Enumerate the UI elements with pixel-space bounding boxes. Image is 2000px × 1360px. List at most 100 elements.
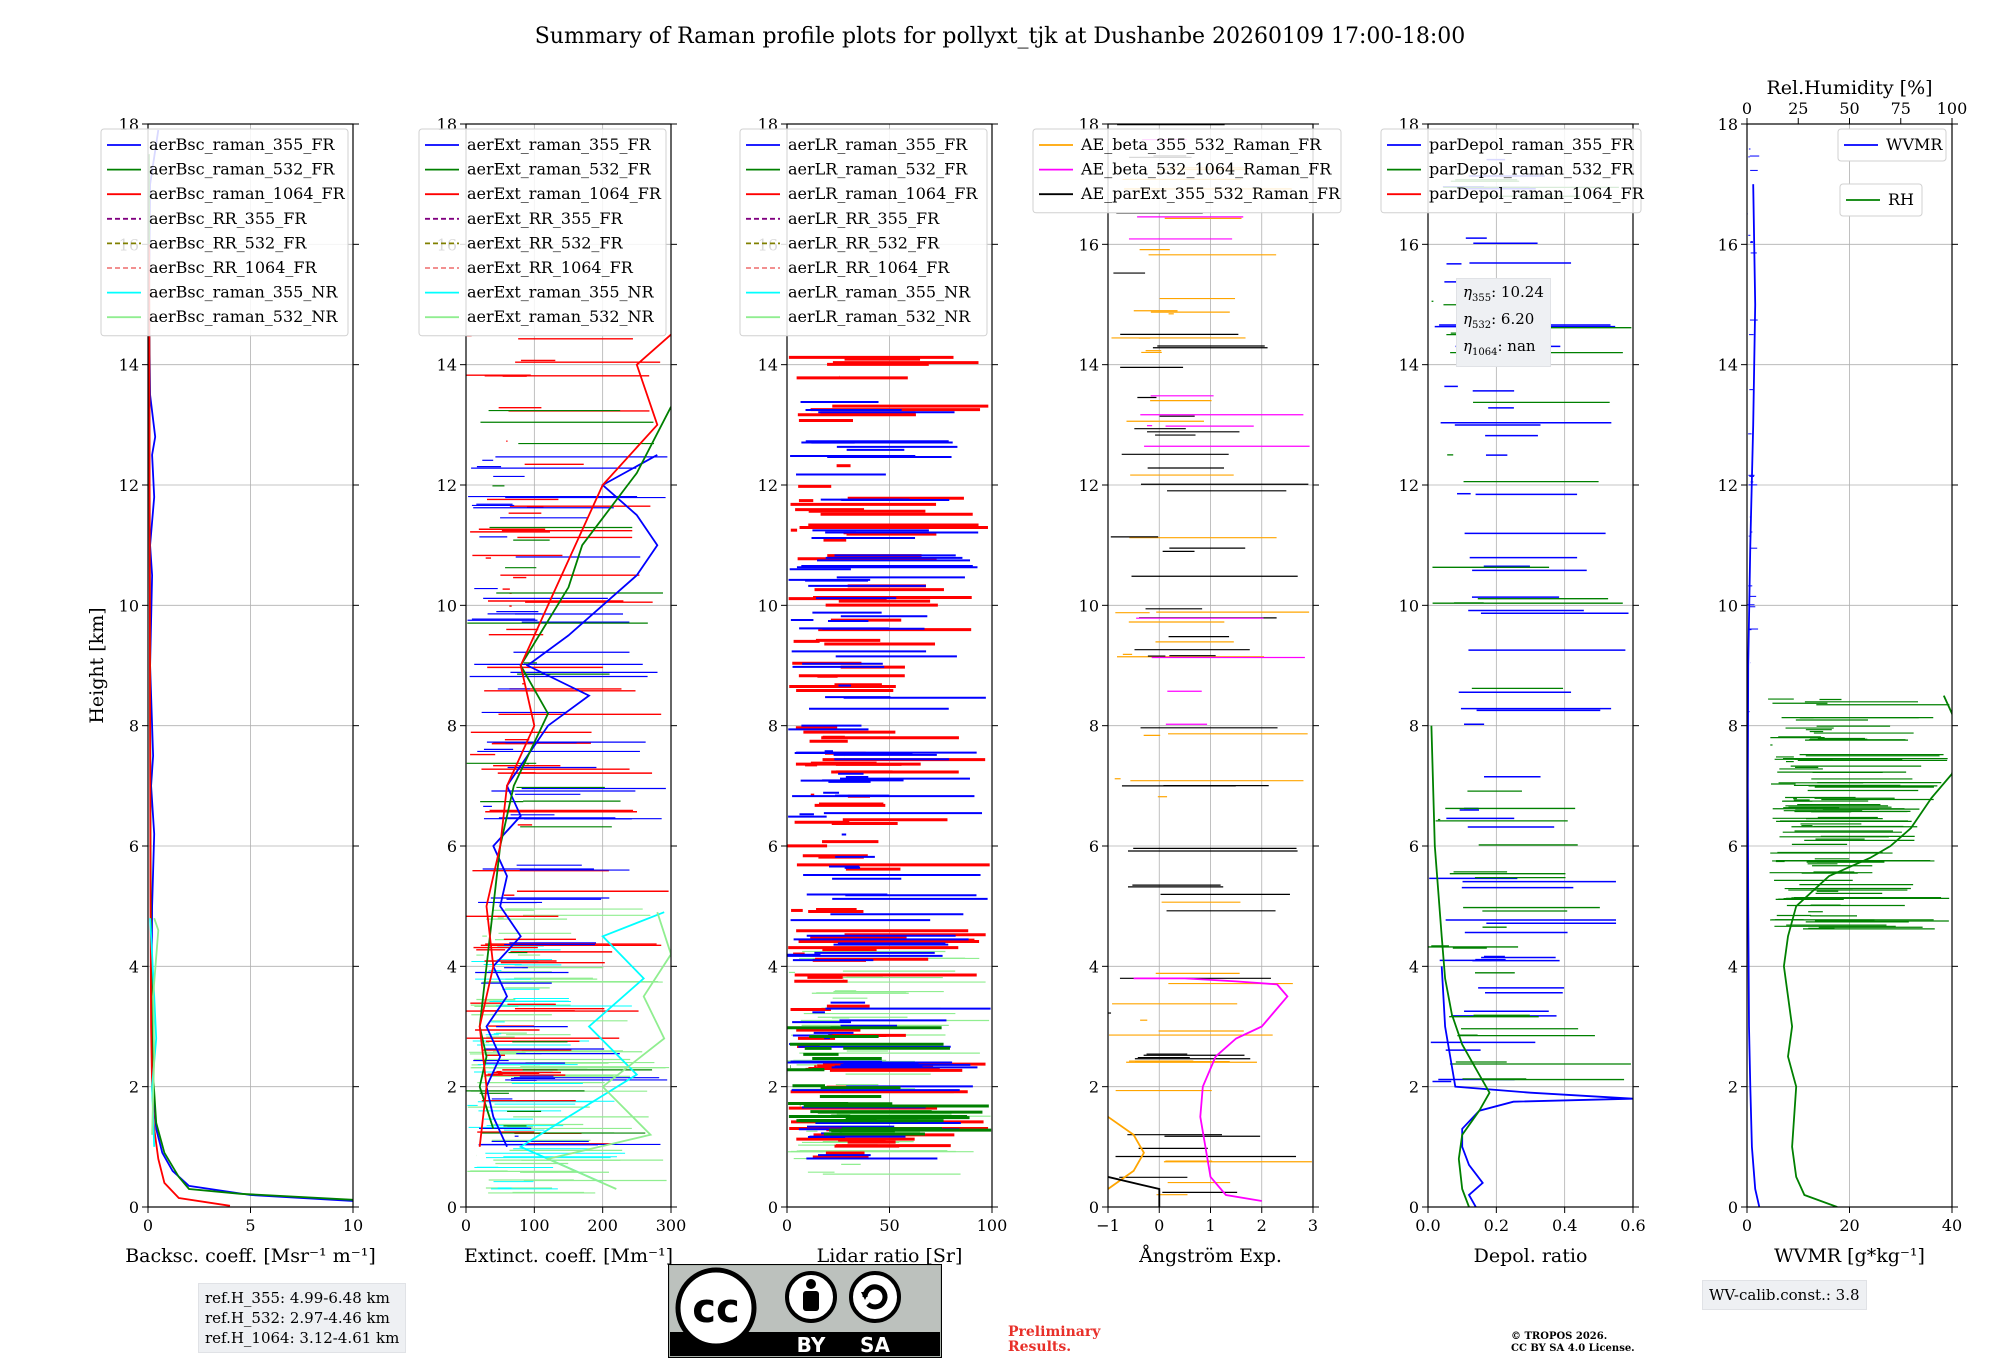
x-tick-label: 100 — [519, 1216, 550, 1235]
y-tick-label: 8 — [1089, 717, 1099, 736]
y-tick-label: 10 — [1399, 596, 1419, 615]
axes-frame — [786, 123, 993, 1208]
legend-label: WVMR — [1886, 135, 1943, 154]
legend-label: aerExt_RR_355_FR — [467, 209, 624, 228]
y-tick-label: 10 — [1718, 596, 1738, 615]
y-tick-label: 4 — [447, 957, 457, 976]
y-tick-label: 14 — [119, 356, 139, 375]
cc-mark: cc — [692, 1286, 739, 1332]
copyright-line-2: CC BY SA 4.0 License. — [1511, 1343, 1635, 1354]
y-tick-label: 0 — [1409, 1198, 1419, 1217]
x-axis-label: WVMR [g*kg⁻¹] — [1774, 1245, 1925, 1267]
y-tick-label: 8 — [1728, 717, 1738, 736]
y-tick-label: 2 — [1728, 1078, 1738, 1097]
y-tick-label: 10 — [1079, 596, 1099, 615]
preliminary-line-1: Preliminary — [1008, 1324, 1101, 1340]
x-tick-label: 0 — [461, 1216, 471, 1235]
y-tick-label: 10 — [119, 596, 139, 615]
panel-0: 0246810121416180510Backsc. coeff. [Msr⁻¹… — [86, 115, 376, 1267]
legend-label: aerLR_RR_355_FR — [788, 209, 940, 228]
ref-height-1064: ref.H_1064: 3.12-4.61 km — [205, 1329, 400, 1347]
legend-label: parDepol_raman_532_FR — [1429, 160, 1635, 179]
legend: AE_beta_355_532_Raman_FR AE_beta_532_1064… — [1032, 128, 1342, 214]
y-tick-label: 2 — [1089, 1078, 1099, 1097]
x-tick-label: 0 — [782, 1216, 792, 1235]
y-tick-label: 0 — [129, 1198, 139, 1217]
y-tick-label: 2 — [768, 1078, 778, 1097]
x-tick-label: 1 — [1205, 1216, 1215, 1235]
series-line-AE_beta_532_1064_Raman_FR — [1133, 977, 1289, 1202]
y-tick-label: 8 — [768, 717, 778, 736]
series-line-aerBsc_raman_532_NR — [151, 917, 160, 1135]
x-tick-label: 0 — [143, 1216, 153, 1235]
legend-box — [1032, 128, 1342, 214]
y-tick-label: 0 — [768, 1198, 778, 1217]
x-tick-label: 100 — [977, 1216, 1008, 1235]
profile-noise — [787, 355, 992, 1175]
y-tick-label: 6 — [1409, 837, 1419, 856]
legend-label: aerExt_raman_355_FR — [467, 135, 652, 154]
series-line-RH — [1782, 695, 1952, 1207]
legend-label: aerLR_raman_355_NR — [788, 283, 971, 302]
legend-label: aerLR_RR_532_FR — [788, 233, 940, 252]
legend-box — [100, 128, 349, 337]
x-tick-label: −1 — [1096, 1216, 1120, 1235]
y-tick-label: 16 — [1079, 235, 1099, 254]
legend-label: aerLR_raman_355_FR — [788, 135, 968, 154]
cc-license-badge: cc BY SA — [668, 1264, 942, 1358]
legend-label: aerBsc_raman_355_NR — [149, 283, 338, 302]
legend-label: AE_parExt_355_532_Raman_FR — [1080, 184, 1341, 203]
top-tick-label: 0 — [1742, 99, 1752, 118]
panel-1: 0246810121416180100200300Extinct. coeff.… — [418, 115, 687, 1267]
y-tick-label: 10 — [758, 596, 778, 615]
page-title: Summary of Raman profile plots for polly… — [535, 24, 1466, 49]
series-line-aerExt_raman_532_FR — [478, 406, 671, 1130]
eta-1064-value: nan — [1507, 337, 1536, 355]
ref-height-532: ref.H_532: 2.97-4.46 km — [205, 1309, 390, 1327]
axes-frame — [1427, 123, 1634, 1208]
series-line-WVMR — [1747, 184, 1761, 1207]
series-line-AE_parExt_355_532_Raman_FR — [1108, 1176, 1161, 1207]
top-tick-label: 75 — [1891, 99, 1911, 118]
by-label: BY — [797, 1333, 826, 1357]
legend: aerExt_raman_355_FR aerExt_raman_532_FRae… — [418, 128, 667, 337]
legend-label: aerExt_raman_1064_FR — [467, 184, 662, 203]
plot-panels: 0246810121416180510Backsc. coeff. [Msr⁻¹… — [86, 77, 1967, 1267]
series-line-aerExt_raman_1064_FR — [478, 333, 671, 1147]
x-tick-label: 3 — [1308, 1216, 1318, 1235]
x-tick-label: 0.6 — [1620, 1216, 1645, 1235]
legend-label: aerBsc_RR_532_FR — [149, 233, 307, 252]
y-tick-label: 14 — [1399, 356, 1419, 375]
top-axis-label: Rel.Humidity [%] — [1766, 77, 1932, 99]
legend: WVMR RH — [1837, 128, 1947, 217]
legend-label: aerLR_raman_532_FR — [788, 160, 968, 179]
legend-label: aerExt_raman_532_FR — [467, 160, 652, 179]
x-tick-label: 40 — [1942, 1216, 1962, 1235]
ref-height-355: ref.H_355: 4.99-6.48 km — [205, 1289, 390, 1307]
y-tick-label: 6 — [1728, 837, 1738, 856]
y-tick-label: 14 — [758, 356, 778, 375]
preliminary-line-2: Results. — [1008, 1339, 1072, 1355]
series-line-AE_beta_355_532_Raman_FR — [1108, 1116, 1145, 1190]
series-line-aerExt_raman_355_NR — [518, 911, 665, 1184]
y-axis-label: Height [km] — [86, 607, 108, 723]
series-lines — [148, 129, 353, 1207]
preliminary-note: Preliminary Results. — [1008, 1325, 1100, 1355]
legend-box — [1380, 128, 1642, 214]
x-tick-label: 300 — [656, 1216, 687, 1235]
legend-box — [739, 128, 988, 337]
y-tick-label: 4 — [1409, 957, 1419, 976]
x-tick-label: 0 — [1154, 1216, 1164, 1235]
legend-label: aerBsc_raman_532_FR — [149, 160, 335, 179]
x-tick-label: 200 — [587, 1216, 618, 1235]
axes-frame — [147, 123, 354, 1208]
y-tick-label: 8 — [129, 717, 139, 736]
legend-label: RH — [1888, 190, 1914, 209]
legend-label: aerLR_raman_532_NR — [788, 307, 971, 326]
eta-532-label: 532 — [1472, 320, 1492, 331]
series-lines — [1430, 725, 1633, 1207]
legend-label: aerExt_RR_532_FR — [467, 233, 624, 252]
y-tick-label: 6 — [129, 837, 139, 856]
x-axis-label: Ångström Exp. — [1138, 1245, 1282, 1267]
y-tick-label: 2 — [447, 1078, 457, 1097]
